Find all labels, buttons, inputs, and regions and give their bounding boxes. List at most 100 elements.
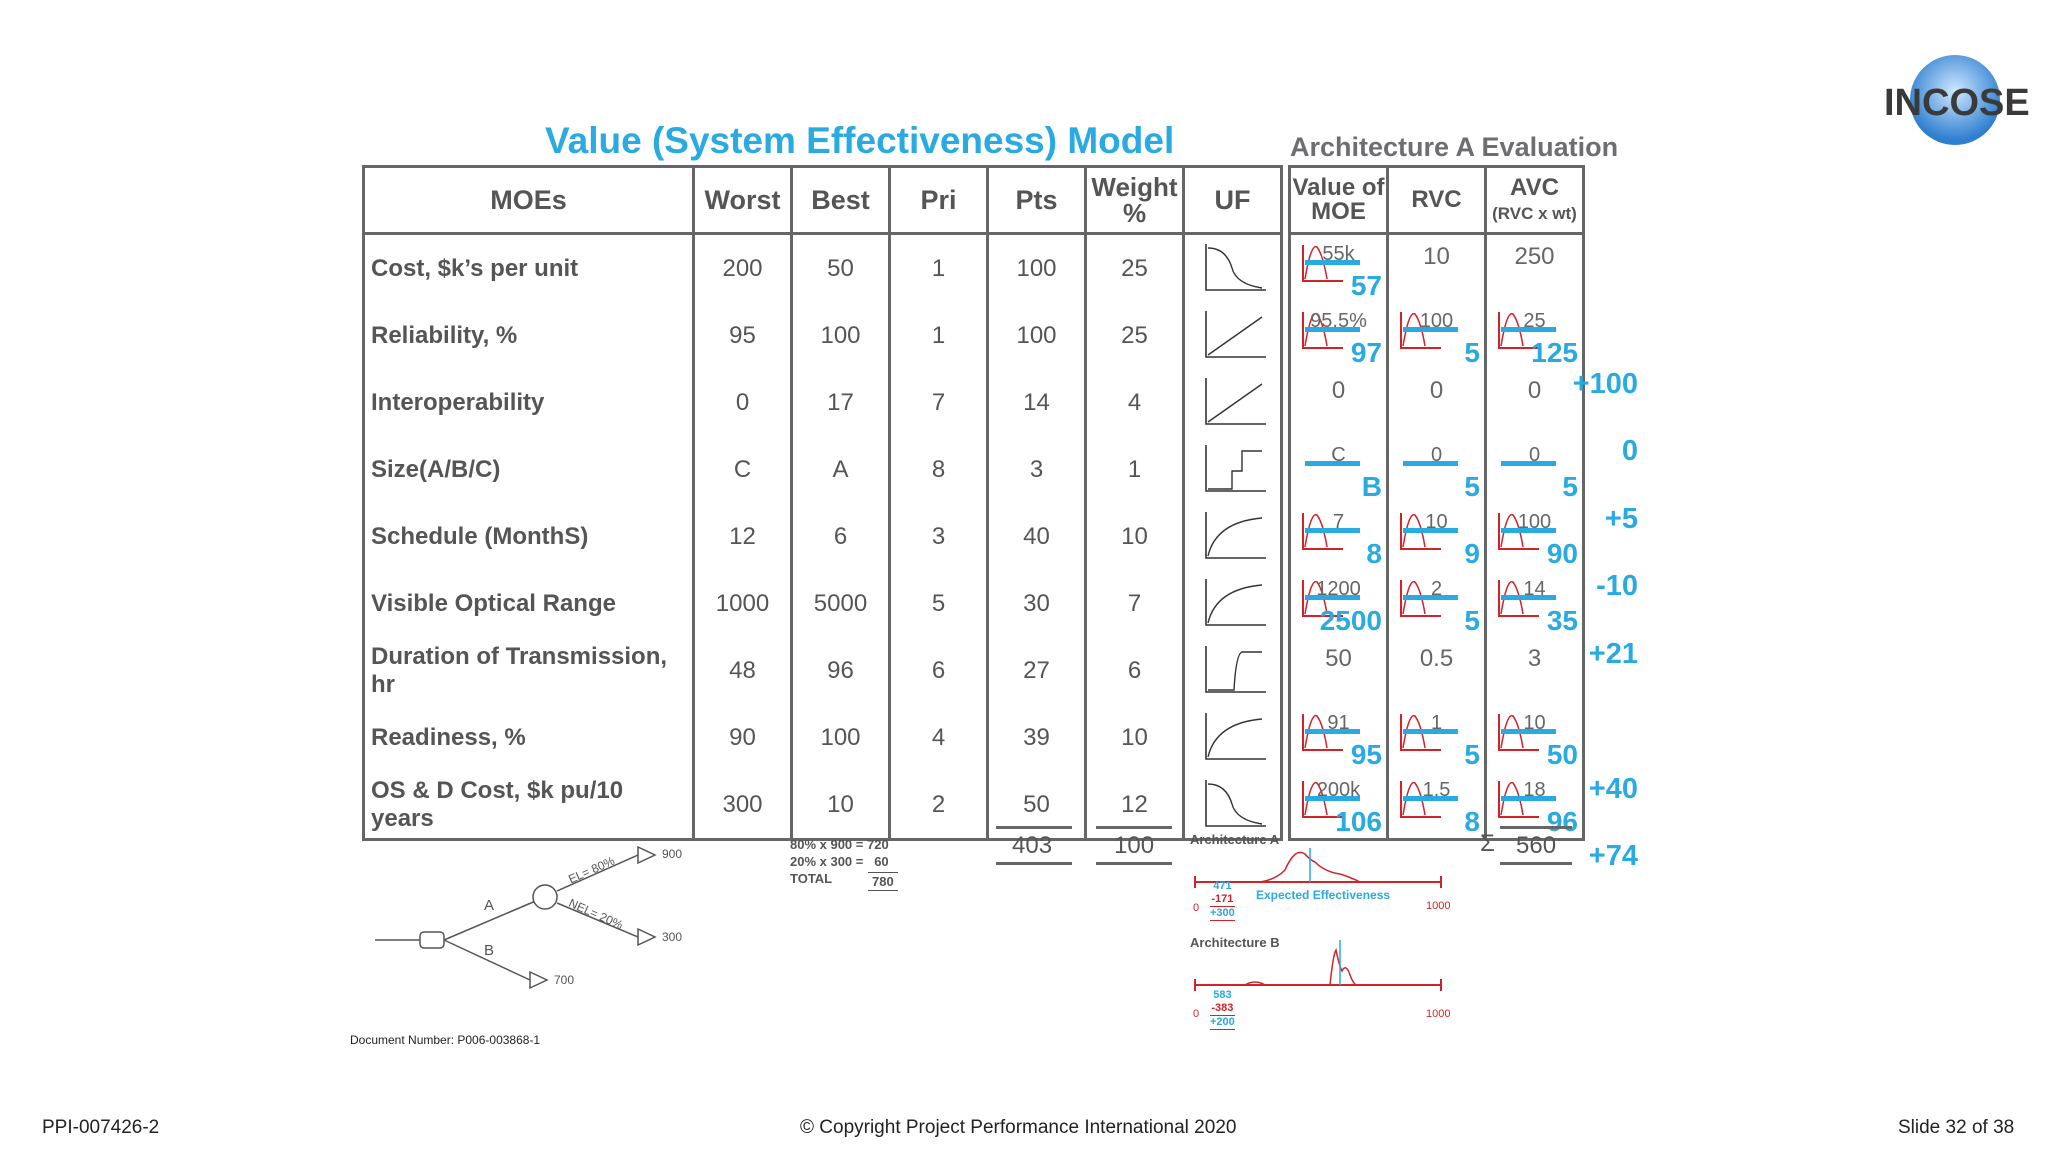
- cell-weight: 25: [1084, 233, 1185, 302]
- arch-b-v2: -383: [1210, 1002, 1235, 1016]
- strike-through: [1403, 327, 1458, 332]
- cell-value-moe: 50: [1288, 637, 1389, 704]
- cell-avc: 250: [1484, 233, 1585, 302]
- strike-through: [1305, 461, 1360, 466]
- rvc-original: 1.5: [1422, 779, 1451, 801]
- utility-function-plot: [1182, 704, 1283, 771]
- strike-through: [1305, 260, 1360, 265]
- cell-value-moe: 1200 2500: [1288, 570, 1389, 637]
- eval-table: Value of MOE RVC AVC (RVC x wt) 55k 57 10 25…: [1288, 165, 1585, 841]
- arch-a-expected: Expected Effectiveness: [1256, 888, 1391, 902]
- footer-left: PPI-007426-2: [42, 1117, 160, 1138]
- strike-through: [1501, 528, 1556, 533]
- moe-row: Interoperability 0 17 7 14 4: [362, 369, 1283, 436]
- header-avc: AVC (RVC x wt): [1484, 165, 1585, 235]
- cell-worst: 200: [692, 233, 793, 302]
- arch-a-v2: -171: [1210, 893, 1235, 907]
- utility-function-plot: [1182, 302, 1283, 369]
- cell-best: 100: [790, 704, 891, 771]
- header-pri: Pri: [888, 165, 989, 235]
- cell-rvc: 0: [1386, 369, 1487, 436]
- cell-moe: Interoperability: [362, 369, 695, 436]
- value-moe-revised: 2500: [1319, 605, 1382, 636]
- utility-function-plot: [1182, 771, 1283, 841]
- strike-through: [1501, 796, 1556, 801]
- cell-pri: 7: [888, 369, 989, 436]
- cell-best: 6: [790, 503, 891, 570]
- eval-row: 50 0.5 3: [1288, 637, 1585, 704]
- rvc-revised: 5: [1464, 471, 1480, 502]
- calc-total-label: TOTAL: [790, 871, 833, 886]
- arch-b-v3: +200: [1210, 1016, 1235, 1030]
- header-moes: MOEs: [362, 165, 695, 235]
- cell-avc: 18 96: [1484, 771, 1585, 841]
- rvc-original: 0: [1430, 444, 1443, 466]
- tree-900: 900: [662, 847, 683, 861]
- arch-a-label: Architecture A: [1190, 832, 1280, 847]
- avc-original: 18: [1523, 779, 1546, 801]
- cell-best: 17: [790, 369, 891, 436]
- rvc-revised: 5: [1464, 739, 1480, 770]
- cell-moe: Size(A/B/C): [362, 436, 695, 503]
- strike-through: [1305, 796, 1360, 801]
- value-moe-revised: B: [1361, 471, 1382, 502]
- moe-row: OS & D Cost, $k pu/10 years 300 10 2 50 12: [362, 771, 1283, 841]
- cell-pts: 30: [986, 570, 1087, 637]
- eval-row: 0 0 0: [1288, 369, 1585, 436]
- delta-value: +5: [1604, 502, 1638, 535]
- strike-through: [1403, 796, 1458, 801]
- cell-pts: 39: [986, 704, 1087, 771]
- arch-b-plot: Architecture B 0 1000 583 -383 +200: [1190, 935, 1460, 1045]
- total-weight: 100: [1114, 832, 1155, 859]
- moe-row: Duration of Transmission, hr 48 96 6 27 6: [362, 637, 1283, 704]
- arch-b-max: 1000: [1426, 1008, 1451, 1020]
- cell-pri: 6: [888, 637, 989, 704]
- strike-through: [1501, 595, 1556, 600]
- value-moe-original: 95.5%: [1310, 310, 1367, 332]
- eval-row: 55k 57 10 250: [1288, 233, 1585, 302]
- strike-through: [1501, 327, 1556, 332]
- cell-worst: 48: [692, 637, 793, 704]
- header-pts: Pts: [986, 165, 1087, 235]
- value-moe-revised: 95: [1350, 739, 1382, 770]
- delta-value: +21: [1588, 637, 1638, 670]
- rvc-original: 0: [1429, 377, 1444, 404]
- cell-rvc: 100 5: [1386, 302, 1487, 369]
- header-worst: Worst: [692, 165, 793, 235]
- cell-pts: 40: [986, 503, 1087, 570]
- value-moe-original: 200k: [1316, 779, 1361, 801]
- cell-weight: 6: [1084, 637, 1185, 704]
- header-weight: Weight %: [1084, 165, 1185, 235]
- header-rvc: RVC: [1386, 165, 1487, 235]
- header-value-moe: Value of MOE: [1288, 165, 1389, 235]
- moe-row: Cost, $k’s per unit 200 50 1 100 25: [362, 233, 1283, 302]
- incose-logo: INCOSE: [1880, 52, 2030, 152]
- strike-through: [1305, 729, 1360, 734]
- arch-a-max: 1000: [1426, 900, 1451, 912]
- cell-pts: 100: [986, 233, 1087, 302]
- cell-best: A: [790, 436, 891, 503]
- tree-b: B: [484, 942, 495, 959]
- moe-row: Schedule (MonthS) 12 6 3 40 10: [362, 503, 1283, 570]
- cell-moe: Readiness, %: [362, 704, 695, 771]
- cell-pri: 8: [888, 436, 989, 503]
- arch-a-zero: 0: [1193, 902, 1200, 914]
- value-moe-revised: 106: [1335, 806, 1382, 837]
- tree-700: 700: [554, 973, 575, 987]
- value-moe-original: 91: [1327, 712, 1350, 734]
- cell-avc: 3: [1484, 637, 1585, 704]
- cell-worst: 1000: [692, 570, 793, 637]
- avc-sub: (RVC x wt): [1492, 204, 1577, 223]
- cell-avc: 100 90: [1484, 503, 1585, 570]
- slide-title: Value (System Effectiveness) Model: [545, 120, 1175, 161]
- avc-original: 0: [1527, 377, 1542, 404]
- avc-original: 0: [1528, 444, 1541, 466]
- value-moe-original: 50: [1325, 645, 1352, 672]
- delta-value: +40: [1588, 772, 1638, 805]
- cell-pts: 27: [986, 637, 1087, 704]
- cell-rvc: 1.5 8: [1386, 771, 1487, 841]
- avc-revised: 5: [1562, 471, 1578, 502]
